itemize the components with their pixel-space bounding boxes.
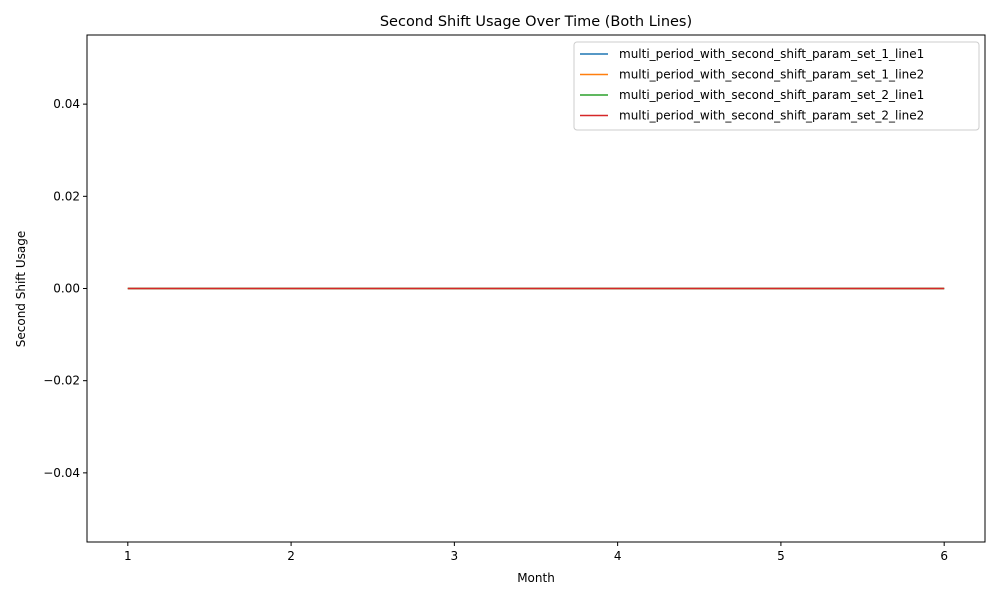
- legend-box: [573, 41, 980, 131]
- x-tick-label: 5: [777, 549, 785, 563]
- x-axis: 1 2 3 4 5 6: [124, 542, 948, 563]
- legend: multi_period_with_second_shift_param_set…: [573, 41, 980, 131]
- legend-label-3: multi_period_with_second_shift_param_set…: [619, 88, 924, 102]
- y-axis: −0.04 −0.02 0.00 0.02 0.04: [43, 97, 87, 480]
- y-tick-label: 0.00: [53, 282, 80, 296]
- legend-label-4: multi_period_with_second_shift_param_set…: [619, 109, 924, 123]
- x-tick-label: 2: [287, 549, 295, 563]
- y-tick-label: −0.02: [43, 374, 80, 388]
- x-tick-label: 1: [124, 549, 132, 563]
- x-tick-label: 3: [451, 549, 459, 563]
- x-tick-label: 6: [940, 549, 948, 563]
- y-tick-label: −0.04: [43, 466, 80, 480]
- legend-label-1: multi_period_with_second_shift_param_set…: [619, 47, 924, 61]
- chart-title: Second Shift Usage Over Time (Both Lines…: [380, 14, 692, 30]
- y-axis-label: Second Shift Usage: [14, 231, 28, 347]
- legend-label-2: multi_period_with_second_shift_param_set…: [619, 68, 924, 82]
- x-axis-label: Month: [517, 571, 555, 585]
- x-tick-label: 4: [614, 549, 622, 563]
- y-tick-label: 0.02: [53, 189, 80, 203]
- y-tick-label: 0.04: [53, 97, 80, 111]
